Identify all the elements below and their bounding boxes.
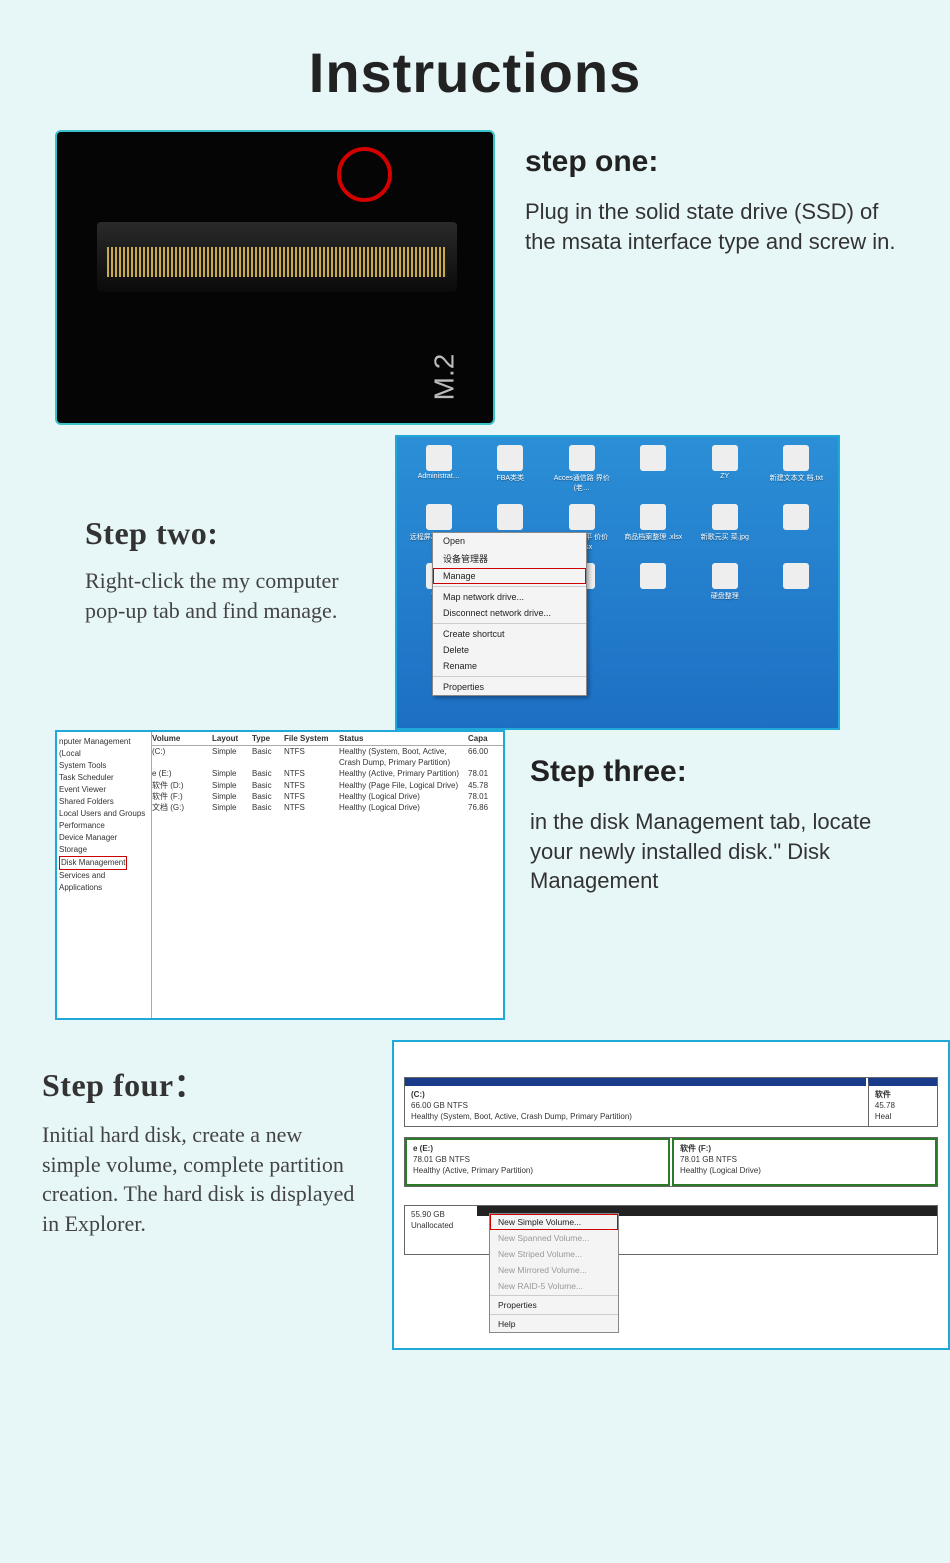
partition-d: 软件 45.78 Heal (868, 1078, 937, 1126)
context-menu-item[interactable]: New Simple Volume... (490, 1214, 618, 1230)
desktop-icon: 硬盘整理 (691, 563, 759, 618)
volume-table-head: VolumeLayoutTypeFile SystemStatusCapa (152, 732, 503, 746)
context-menu: Open设备管理器Manage Map network drive...Disco… (432, 532, 587, 696)
step-four-heading: Step four： (42, 1060, 362, 1106)
tree-item[interactable]: System Tools (59, 760, 149, 772)
step-three-heading: Step three: (530, 755, 900, 789)
table-row[interactable]: e (E:)SimpleBasicNTFSHealthy (Active, Pr… (152, 768, 503, 779)
desktop-icon (763, 504, 831, 559)
mmc-tree: nputer Management (LocalSystem Tools Tas… (57, 732, 152, 1018)
desktop-screenshot: Administrat…FBA类类Acces通信路 界价 (老… ZY新建文本文 … (395, 435, 840, 730)
tree-item[interactable]: Disk Management (59, 856, 149, 870)
unallocated-label: 55.90 GB Unallocated (405, 1206, 475, 1254)
page-title: Instructions (0, 0, 950, 130)
desktop-icon: ZY (691, 445, 759, 500)
context-menu-item: New Striped Volume... (490, 1246, 618, 1262)
tree-item[interactable]: nputer Management (Local (59, 736, 149, 760)
column-header: File System (284, 734, 339, 743)
desktop-icon: 新歌元买 菜.jpg (691, 504, 759, 559)
context-menu-item[interactable]: Help (490, 1316, 618, 1332)
step-one-body: Plug in the solid state drive (SSD) of t… (525, 197, 900, 256)
step-one-heading: step one: (525, 145, 900, 179)
step-four: Step four： Initial hard disk, create a n… (0, 1030, 950, 1350)
step-two-heading: Step two: (85, 515, 365, 552)
volume-table-body: (C:)SimpleBasicNTFSHealthy (System, Boot… (152, 746, 503, 813)
desktop-icon: Administrat… (405, 445, 473, 500)
context-menu-item: New RAID-5 Volume... (490, 1278, 618, 1294)
disk-management-window: nputer Management (LocalSystem Tools Tas… (55, 730, 505, 1020)
step-one-photo: M.2 (55, 130, 495, 425)
desktop-icon: 新建文本文 档.txt (763, 445, 831, 500)
column-header: Layout (212, 734, 252, 743)
context-menu-item[interactable]: Properties (433, 679, 586, 695)
context-menu-item[interactable]: Properties (490, 1297, 618, 1313)
step-one: M.2 step one: Plug in the solid state dr… (0, 130, 950, 435)
context-menu-item[interactable]: Create shortcut (433, 626, 586, 642)
context-menu-item[interactable]: Rename (433, 658, 586, 674)
table-row[interactable]: 软件 (F:)SimpleBasicNTFSHealthy (Logical D… (152, 791, 503, 802)
tree-item[interactable]: Device Manager (59, 832, 149, 844)
table-row[interactable]: 文档 (G:)SimpleBasicNTFSHealthy (Logical D… (152, 802, 503, 813)
desktop-icon (620, 563, 688, 618)
step-two: Step two: Right-click the my computer po… (0, 435, 950, 730)
context-menu-item[interactable]: Map network drive... (433, 589, 586, 605)
tree-item[interactable]: Local Users and Groups (59, 808, 149, 820)
disk-layout-panel: (C:) 66.00 GB NTFS Healthy (System, Boot… (392, 1040, 950, 1350)
step-four-body: Initial hard disk, create a new simple v… (42, 1120, 362, 1239)
context-menu-item[interactable]: Manage (433, 568, 586, 584)
tree-item[interactable]: Performance (59, 820, 149, 832)
tree-item[interactable]: Shared Folders (59, 796, 149, 808)
context-menu-item[interactable]: Delete (433, 642, 586, 658)
tree-item[interactable]: Event Viewer (59, 784, 149, 796)
tree-item[interactable]: Services and Applications (59, 870, 149, 894)
volume-context-menu: New Simple Volume...New Spanned Volume..… (489, 1213, 619, 1333)
partition-f: 软件 (F:) 78.01 GB NTFS Healthy (Logical D… (672, 1138, 937, 1186)
table-row[interactable]: (C:)SimpleBasicNTFSHealthy (System, Boot… (152, 746, 503, 768)
desktop-icon: 商品档案整理 .xlsx (620, 504, 688, 559)
context-menu-item[interactable]: Disconnect network drive... (433, 605, 586, 621)
step-three-body: in the disk Management tab, locate your … (530, 807, 900, 896)
step-two-body: Right-click the my computer pop-up tab a… (85, 566, 365, 625)
desktop-icon (620, 445, 688, 500)
column-header: Status (339, 734, 468, 743)
desktop-icon: Acces通信路 界价 (老… (548, 445, 616, 500)
desktop-icon: FBA类类 (477, 445, 545, 500)
desktop-icon (763, 563, 831, 618)
column-header: Type (252, 734, 284, 743)
partition-c: (C:) 66.00 GB NTFS Healthy (System, Boot… (405, 1078, 866, 1126)
context-menu-item: New Mirrored Volume... (490, 1262, 618, 1278)
tree-item[interactable]: Task Scheduler (59, 772, 149, 784)
context-menu-item[interactable]: Open (433, 533, 586, 549)
m2-label: M.2 (429, 354, 461, 401)
tree-item[interactable]: Storage (59, 844, 149, 856)
context-menu-item[interactable]: 设备管理器 (433, 549, 586, 568)
partition-e: e (E:) 78.01 GB NTFS Healthy (Active, Pr… (405, 1138, 670, 1186)
table-row[interactable]: 软件 (D:)SimpleBasicNTFSHealthy (Page File… (152, 780, 503, 791)
column-header: Capa (468, 734, 503, 743)
column-header: Volume (152, 734, 212, 743)
step-three: nputer Management (LocalSystem Tools Tas… (0, 730, 950, 1030)
context-menu-item: New Spanned Volume... (490, 1230, 618, 1246)
highlight-circle-icon (337, 147, 392, 202)
